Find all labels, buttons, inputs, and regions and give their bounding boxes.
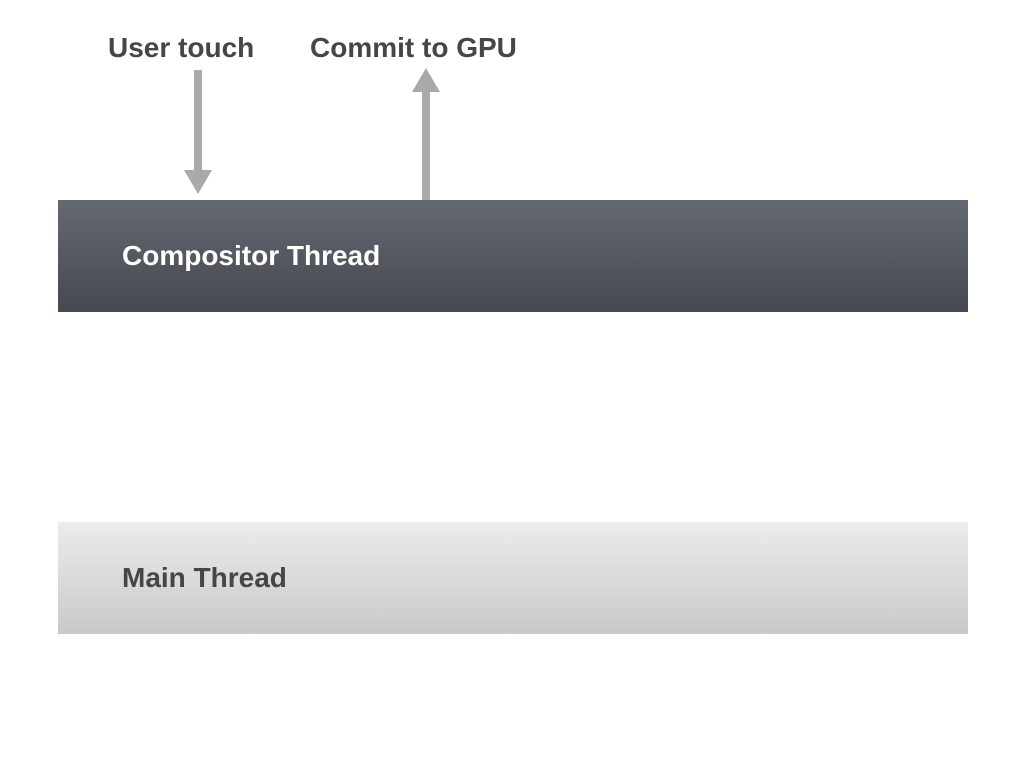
bar-compositor-label: Compositor Thread (122, 240, 380, 272)
bar-main-label: Main Thread (122, 562, 287, 594)
arrow-down-icon (178, 70, 218, 210)
label-commit-to-gpu: Commit to GPU (310, 32, 517, 64)
bar-compositor-thread: Compositor Thread (58, 200, 968, 312)
diagram-canvas: User touch Commit to GPU Compositor Thre… (0, 0, 1024, 768)
arrow-up-icon (406, 68, 446, 208)
bar-main-thread: Main Thread (58, 522, 968, 634)
label-user-touch: User touch (108, 32, 254, 64)
